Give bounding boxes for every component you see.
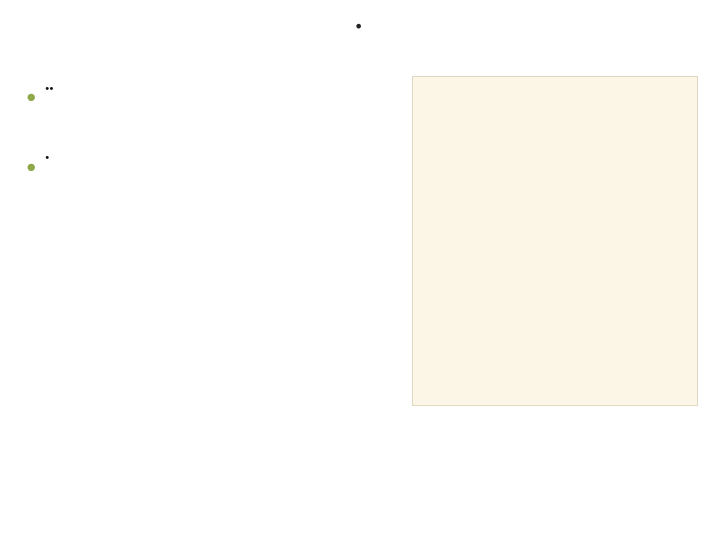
mass-spectrum-chart <box>412 76 698 406</box>
b1-dot2: • <box>49 84 53 94</box>
bullet-1: •• <box>26 84 386 110</box>
footer <box>26 524 700 526</box>
bullet-list: •• • <box>26 84 386 223</box>
bullet-2: • <box>26 154 386 180</box>
chart-svg <box>413 77 699 407</box>
title-radical-dot: • <box>355 17 362 34</box>
b2-dot1: • <box>45 153 49 163</box>
slide-title: • <box>0 18 720 58</box>
